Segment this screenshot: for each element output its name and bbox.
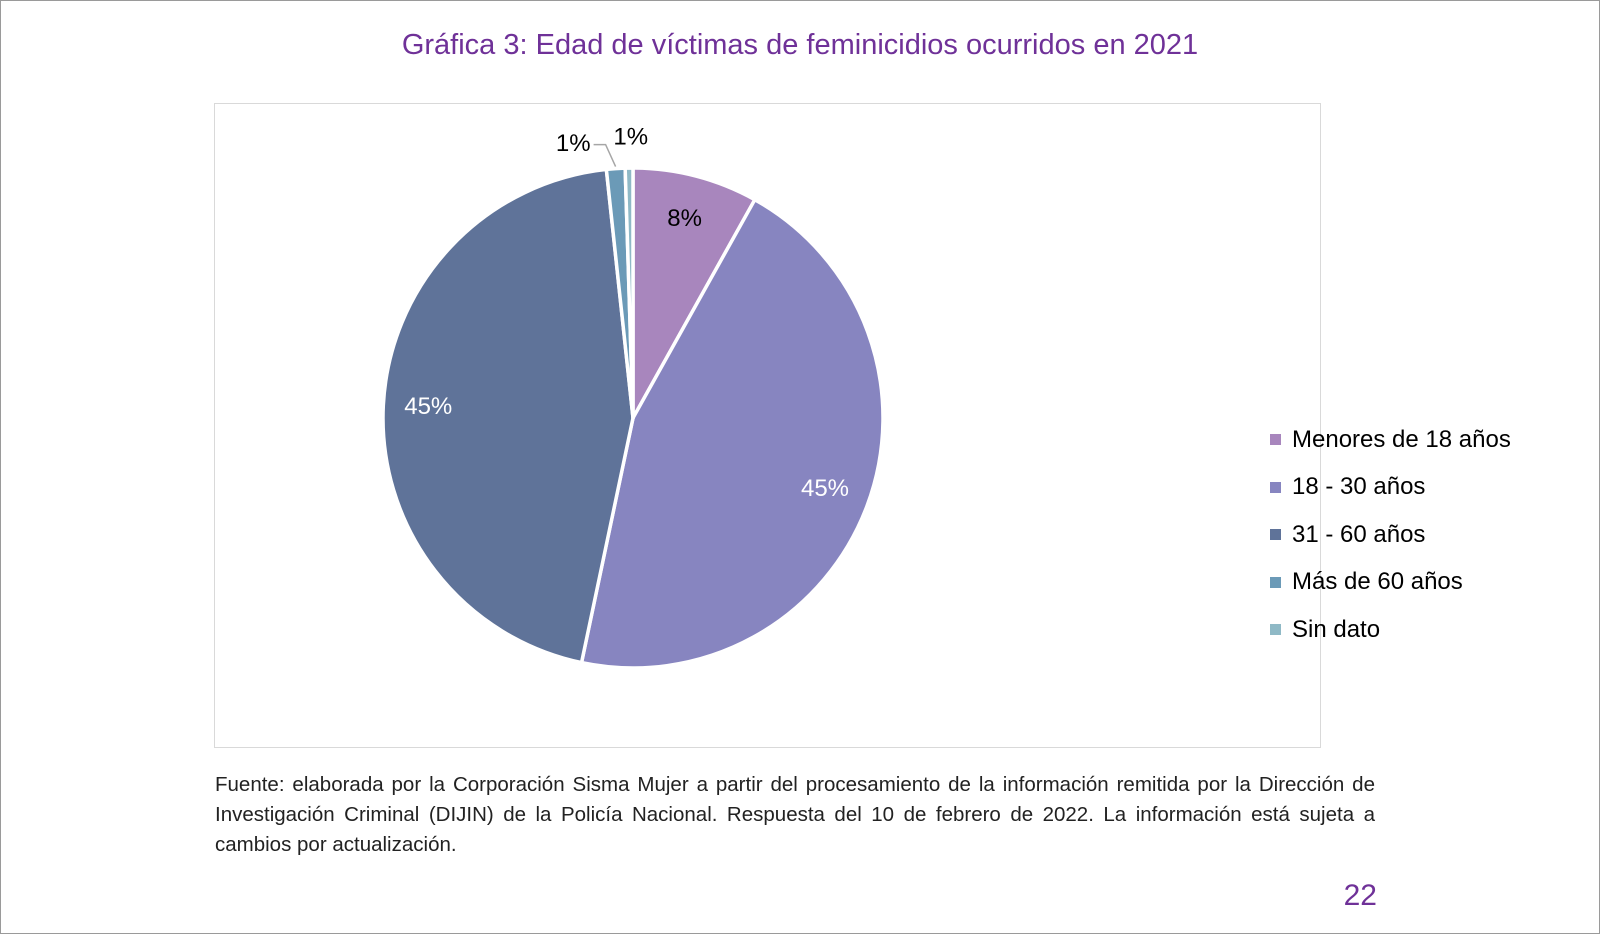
source-note: Fuente: elaborada por la Corporación Sis… [215,773,1375,856]
legend-label: Más de 60 años [1292,568,1463,596]
slice-label-5: 1% [613,123,648,150]
pie-chart: 8% 45% 45% 1% 1% [381,123,885,670]
legend-swatch [1270,529,1281,541]
legend-item: 31 - 60 años [1270,511,1511,559]
pie-slice-5 [623,166,635,420]
pie-labels: 8% 45% 45% 1% 1% [404,123,849,502]
slice-label-4: 1% [556,130,591,157]
legend-label: 18 - 30 años [1292,473,1426,501]
pie-slice-3 [381,167,635,665]
chart-area: 8% 45% 45% 1% 1% Menores de 18 años 18 - 30 a… [214,103,1511,748]
legend-item: Sin dato [1270,606,1511,654]
pie-slice-2 [579,197,885,670]
legend-label: 31 - 60 años [1292,520,1426,548]
legend-swatch [1270,576,1281,588]
legend-item: 18 - 30 años [1270,464,1511,512]
slice-label-1: 8% [667,205,702,232]
legend-swatch [1270,481,1281,493]
legend-swatch [1270,434,1281,446]
page-number: 22 [1343,879,1377,912]
legend-swatch [1270,624,1281,636]
chart-title: Gráfica 3: Edad de víctimas de feminicid… [401,29,1199,61]
chart-legend: Menores de 18 años 18 - 30 años 31 - 60 añ… [1270,416,1511,654]
legend-item: Menores de 18 años [1270,416,1511,464]
label-leader-line [593,143,617,167]
slice-label-2: 45% [801,475,849,502]
pie-slice-1 [631,166,757,420]
legend-label: Sin dato [1292,615,1381,643]
legend-label: Menores de 18 años [1292,425,1511,453]
legend-item: Más de 60 años [1270,559,1511,607]
slice-label-3: 45% [404,393,452,420]
